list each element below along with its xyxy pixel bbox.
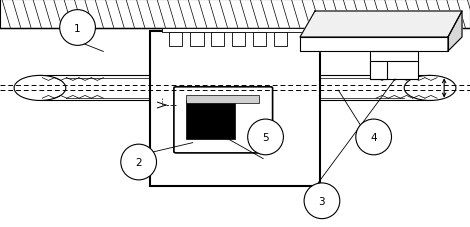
Bar [253, 33, 266, 47]
Bar [190, 33, 204, 47]
Ellipse shape [60, 11, 95, 46]
Bar [150, 32, 320, 186]
Ellipse shape [304, 183, 340, 219]
FancyBboxPatch shape [174, 87, 273, 153]
Bar [211, 33, 224, 47]
Text: 4: 4 [370, 132, 377, 142]
Text: 3: 3 [319, 196, 325, 206]
Text: 1: 1 [74, 23, 81, 33]
Ellipse shape [121, 145, 157, 180]
Circle shape [14, 76, 66, 101]
Ellipse shape [356, 120, 392, 155]
Text: 2: 2 [135, 157, 142, 167]
Bar [370, 62, 387, 80]
Polygon shape [300, 12, 462, 38]
Bar [370, 52, 418, 80]
Polygon shape [300, 38, 448, 52]
Bar [0, 0, 470, 28]
Circle shape [404, 76, 456, 101]
Ellipse shape [248, 120, 283, 155]
Bar [274, 33, 287, 47]
Bar [162, 29, 308, 33]
Polygon shape [448, 12, 462, 52]
Text: 5: 5 [262, 132, 269, 142]
Bar [169, 33, 182, 47]
FancyBboxPatch shape [40, 76, 430, 101]
Bar [232, 33, 245, 47]
Bar [186, 95, 258, 103]
Bar [186, 101, 235, 140]
